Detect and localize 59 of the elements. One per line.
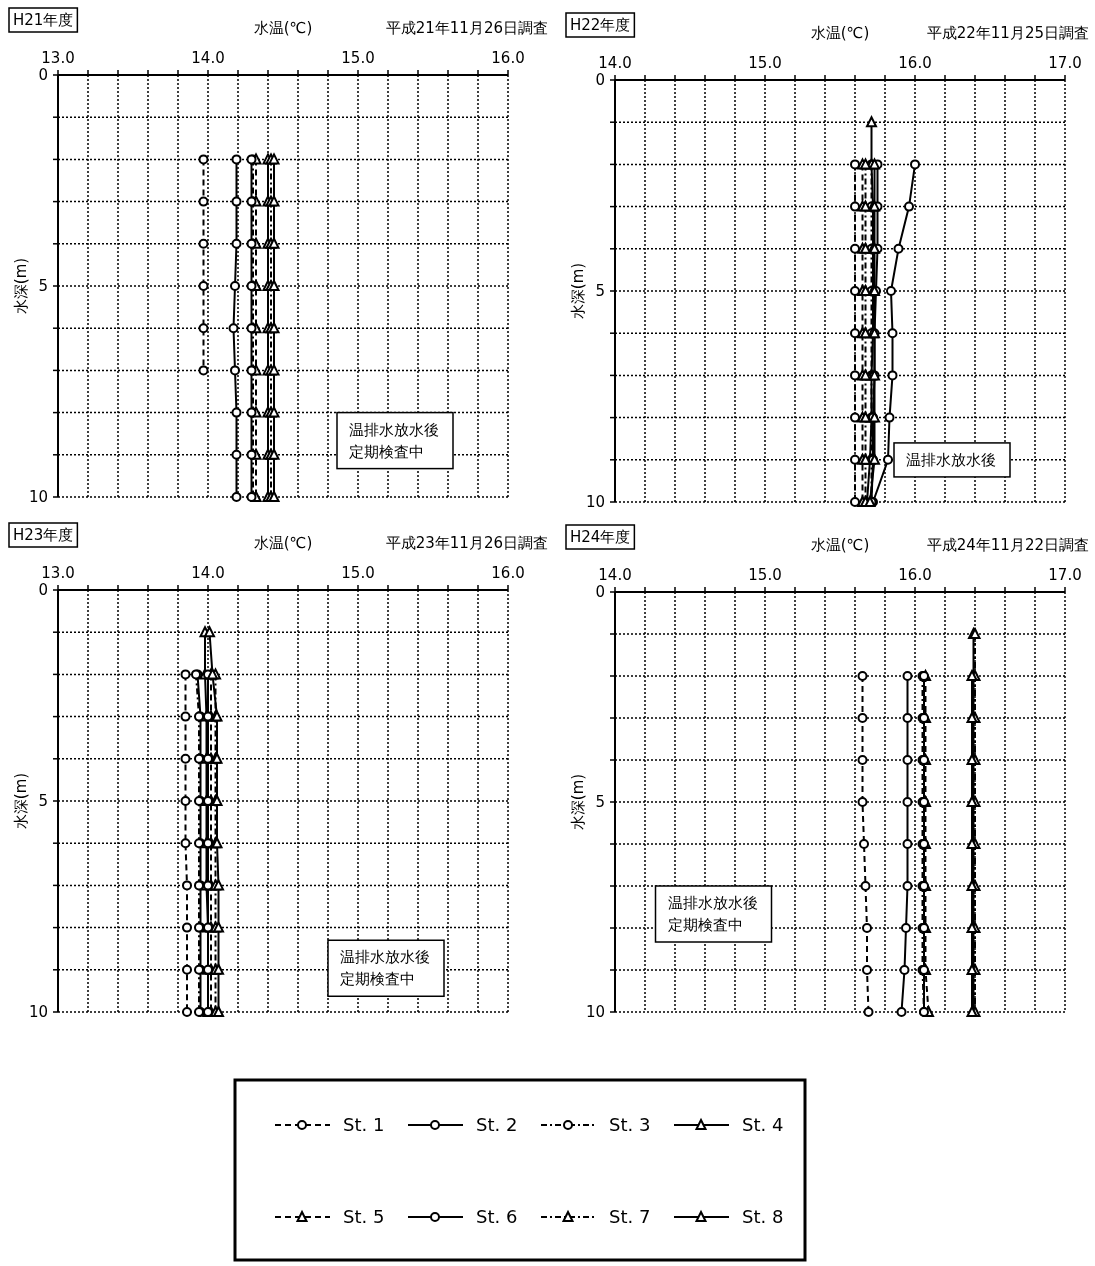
legend-label: St. 2 (476, 1114, 518, 1135)
legend-label: St. 5 (343, 1206, 385, 1227)
x-tick-label: 16.0 (898, 566, 932, 584)
y-tick-label: 10 (28, 1003, 48, 1021)
legend-label: St. 1 (343, 1114, 385, 1135)
x-tick-label: 15.0 (748, 54, 782, 72)
x-tick-label: 16.0 (491, 49, 525, 67)
x-axis-title: 水温(℃) (810, 536, 870, 554)
y-tick-label: 10 (585, 1003, 605, 1021)
annotation: 温排水放水後 (349, 420, 439, 439)
legend-label: St. 3 (609, 1114, 651, 1135)
x-axis-title: 水温(℃) (810, 24, 870, 42)
x-tick-label: 15.0 (341, 49, 375, 67)
chart-subtitle: 平成24年11月22日調査 (926, 536, 1089, 554)
x-tick-label: 14.0 (191, 564, 225, 582)
annotation: 温排水放水後 (667, 894, 758, 912)
annotation: 温排水放水後 (906, 450, 996, 469)
y-tick-label: 0 (595, 71, 605, 89)
y-tick-label: 10 (28, 488, 48, 506)
legend-label: St. 8 (742, 1206, 784, 1227)
y-tick-label: 5 (595, 282, 605, 300)
y-tick-label: 5 (38, 792, 48, 810)
chart-subtitle: 平成22年11月25日調査 (926, 24, 1089, 42)
y-tick-label: 0 (38, 581, 48, 599)
x-tick-label: 17.0 (1048, 54, 1082, 72)
y-axis-title: 水深(m) (569, 262, 587, 320)
x-tick-label: 13.0 (41, 49, 75, 67)
x-tick-label: 16.0 (491, 564, 525, 582)
chart-title: H21年度 (13, 11, 74, 29)
x-axis-title: 水温(℃) (253, 534, 313, 552)
x-tick-label: 17.0 (1048, 566, 1082, 584)
annotation: 定期検査中 (349, 442, 424, 461)
chart-title: H24年度 (570, 528, 631, 546)
chart-title: H22年度 (570, 16, 631, 34)
legend-label: St. 4 (742, 1114, 784, 1135)
legend-label: St. 7 (609, 1206, 651, 1227)
annotation: 定期検査中 (340, 970, 415, 989)
y-tick-label: 5 (38, 277, 48, 295)
legend-label: St. 6 (476, 1206, 518, 1227)
y-axis-title: 水深(m) (569, 773, 587, 831)
x-axis-title: 水温(℃) (253, 19, 313, 37)
y-axis-title: 水深(m) (12, 772, 30, 830)
y-tick-label: 10 (585, 493, 605, 511)
y-axis-title: 水深(m) (12, 257, 30, 315)
y-tick-label: 0 (38, 66, 48, 84)
annotation: 定期検査中 (667, 916, 743, 934)
annotation: 温排水放水後 (340, 948, 430, 967)
y-tick-label: 0 (595, 583, 605, 601)
x-tick-label: 15.0 (341, 564, 375, 582)
x-tick-label: 14.0 (598, 54, 632, 72)
chart-subtitle: 平成23年11月26日調査 (385, 534, 548, 552)
chart-subtitle: 平成21年11月26日調査 (385, 19, 548, 37)
chart-title: H23年度 (13, 526, 74, 544)
x-tick-label: 15.0 (748, 566, 782, 584)
x-tick-label: 16.0 (898, 54, 932, 72)
x-tick-label: 13.0 (41, 564, 75, 582)
x-tick-label: 14.0 (598, 566, 632, 584)
x-tick-label: 14.0 (191, 49, 225, 67)
y-tick-label: 5 (595, 793, 605, 811)
